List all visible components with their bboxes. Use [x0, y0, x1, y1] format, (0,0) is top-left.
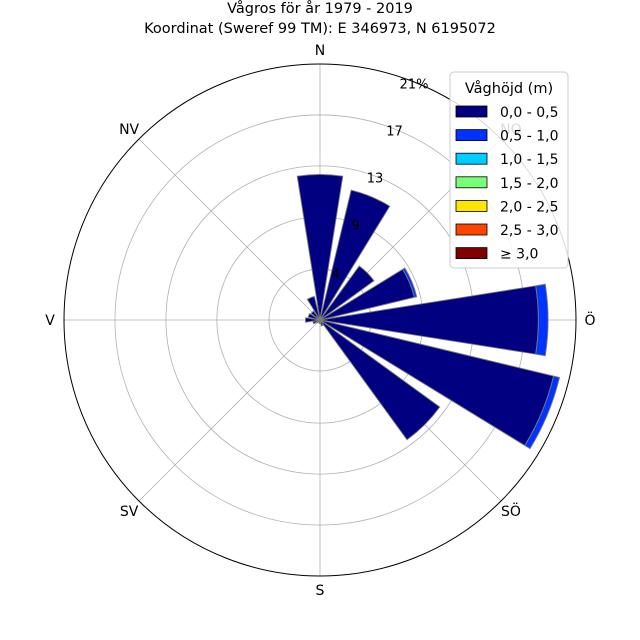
legend-swatch: [455, 176, 488, 189]
rose-bar: [306, 295, 321, 321]
grid-spoke: [138, 138, 321, 321]
radial-tick-label: 21%: [400, 78, 429, 93]
legend-swatch: [455, 152, 488, 165]
direction-label: N: [315, 43, 325, 59]
legend-swatch: [455, 105, 488, 118]
rose-bar: [304, 317, 321, 323]
direction-label: S: [316, 583, 325, 599]
legend-label: 0,0 - 0,5: [500, 105, 558, 121]
outer-circle: [63, 63, 577, 577]
direction-label: NV: [119, 122, 139, 138]
direction-label: SÖ: [501, 502, 521, 520]
rose-bar: [319, 265, 375, 321]
legend-label: 1,0 - 1,5: [500, 152, 558, 168]
direction-label: V: [45, 313, 55, 329]
rose-bar: [310, 310, 321, 321]
legend-title: Våghöjd (m): [465, 80, 553, 97]
legend-label: 2,5 - 3,0: [500, 223, 558, 239]
radial-tick-label: 17: [386, 125, 403, 140]
rose-bar: [296, 174, 344, 321]
legend-swatch: [455, 129, 488, 142]
radial-tick-label: 13: [367, 172, 384, 187]
rose-bar: [319, 189, 391, 321]
legend-label: 0,5 - 1,0: [500, 129, 558, 145]
radial-tick-label: 9: [351, 219, 359, 234]
rose-bar: [307, 313, 321, 321]
rose-bar: [402, 267, 418, 298]
direction-labels: NNVVSVSSÖÖNO: [45, 43, 595, 599]
rose-bar: [319, 319, 324, 327]
chart-subtitle: Koordinat (Sweref 99 TM): E 346973, N 61…: [144, 21, 496, 37]
direction-label: SV: [120, 504, 139, 520]
legend: Våghöjd (m) 0,0 - 0,5 0,5 - 1,0 1,0 - 1,5 1,…: [449, 71, 569, 269]
legend-swatch: [455, 199, 488, 212]
legend-label: 2,0 - 2,5: [500, 199, 558, 215]
rose-sectors: [296, 174, 561, 450]
radial-tick-label: 4: [331, 267, 339, 282]
legend-label: ≥ 3,0: [500, 247, 538, 263]
chart-title: Vågros för år 1979 - 2019: [227, 0, 413, 17]
radial-ticks: 4 9 13 17 21%: [331, 78, 428, 282]
grid-spoke: [138, 319, 321, 502]
direction-label: Ö: [584, 311, 595, 329]
rose-bar: [524, 375, 561, 450]
rose-bar: [319, 319, 441, 441]
rose-bar: [535, 283, 549, 357]
polar-frame: [63, 63, 577, 577]
rose-bar: [312, 319, 321, 325]
legend-swatch: [455, 223, 488, 236]
legend-label: 1,5 - 2,0: [500, 176, 558, 192]
legend-swatch: [455, 247, 488, 260]
legend-box: [449, 71, 569, 269]
